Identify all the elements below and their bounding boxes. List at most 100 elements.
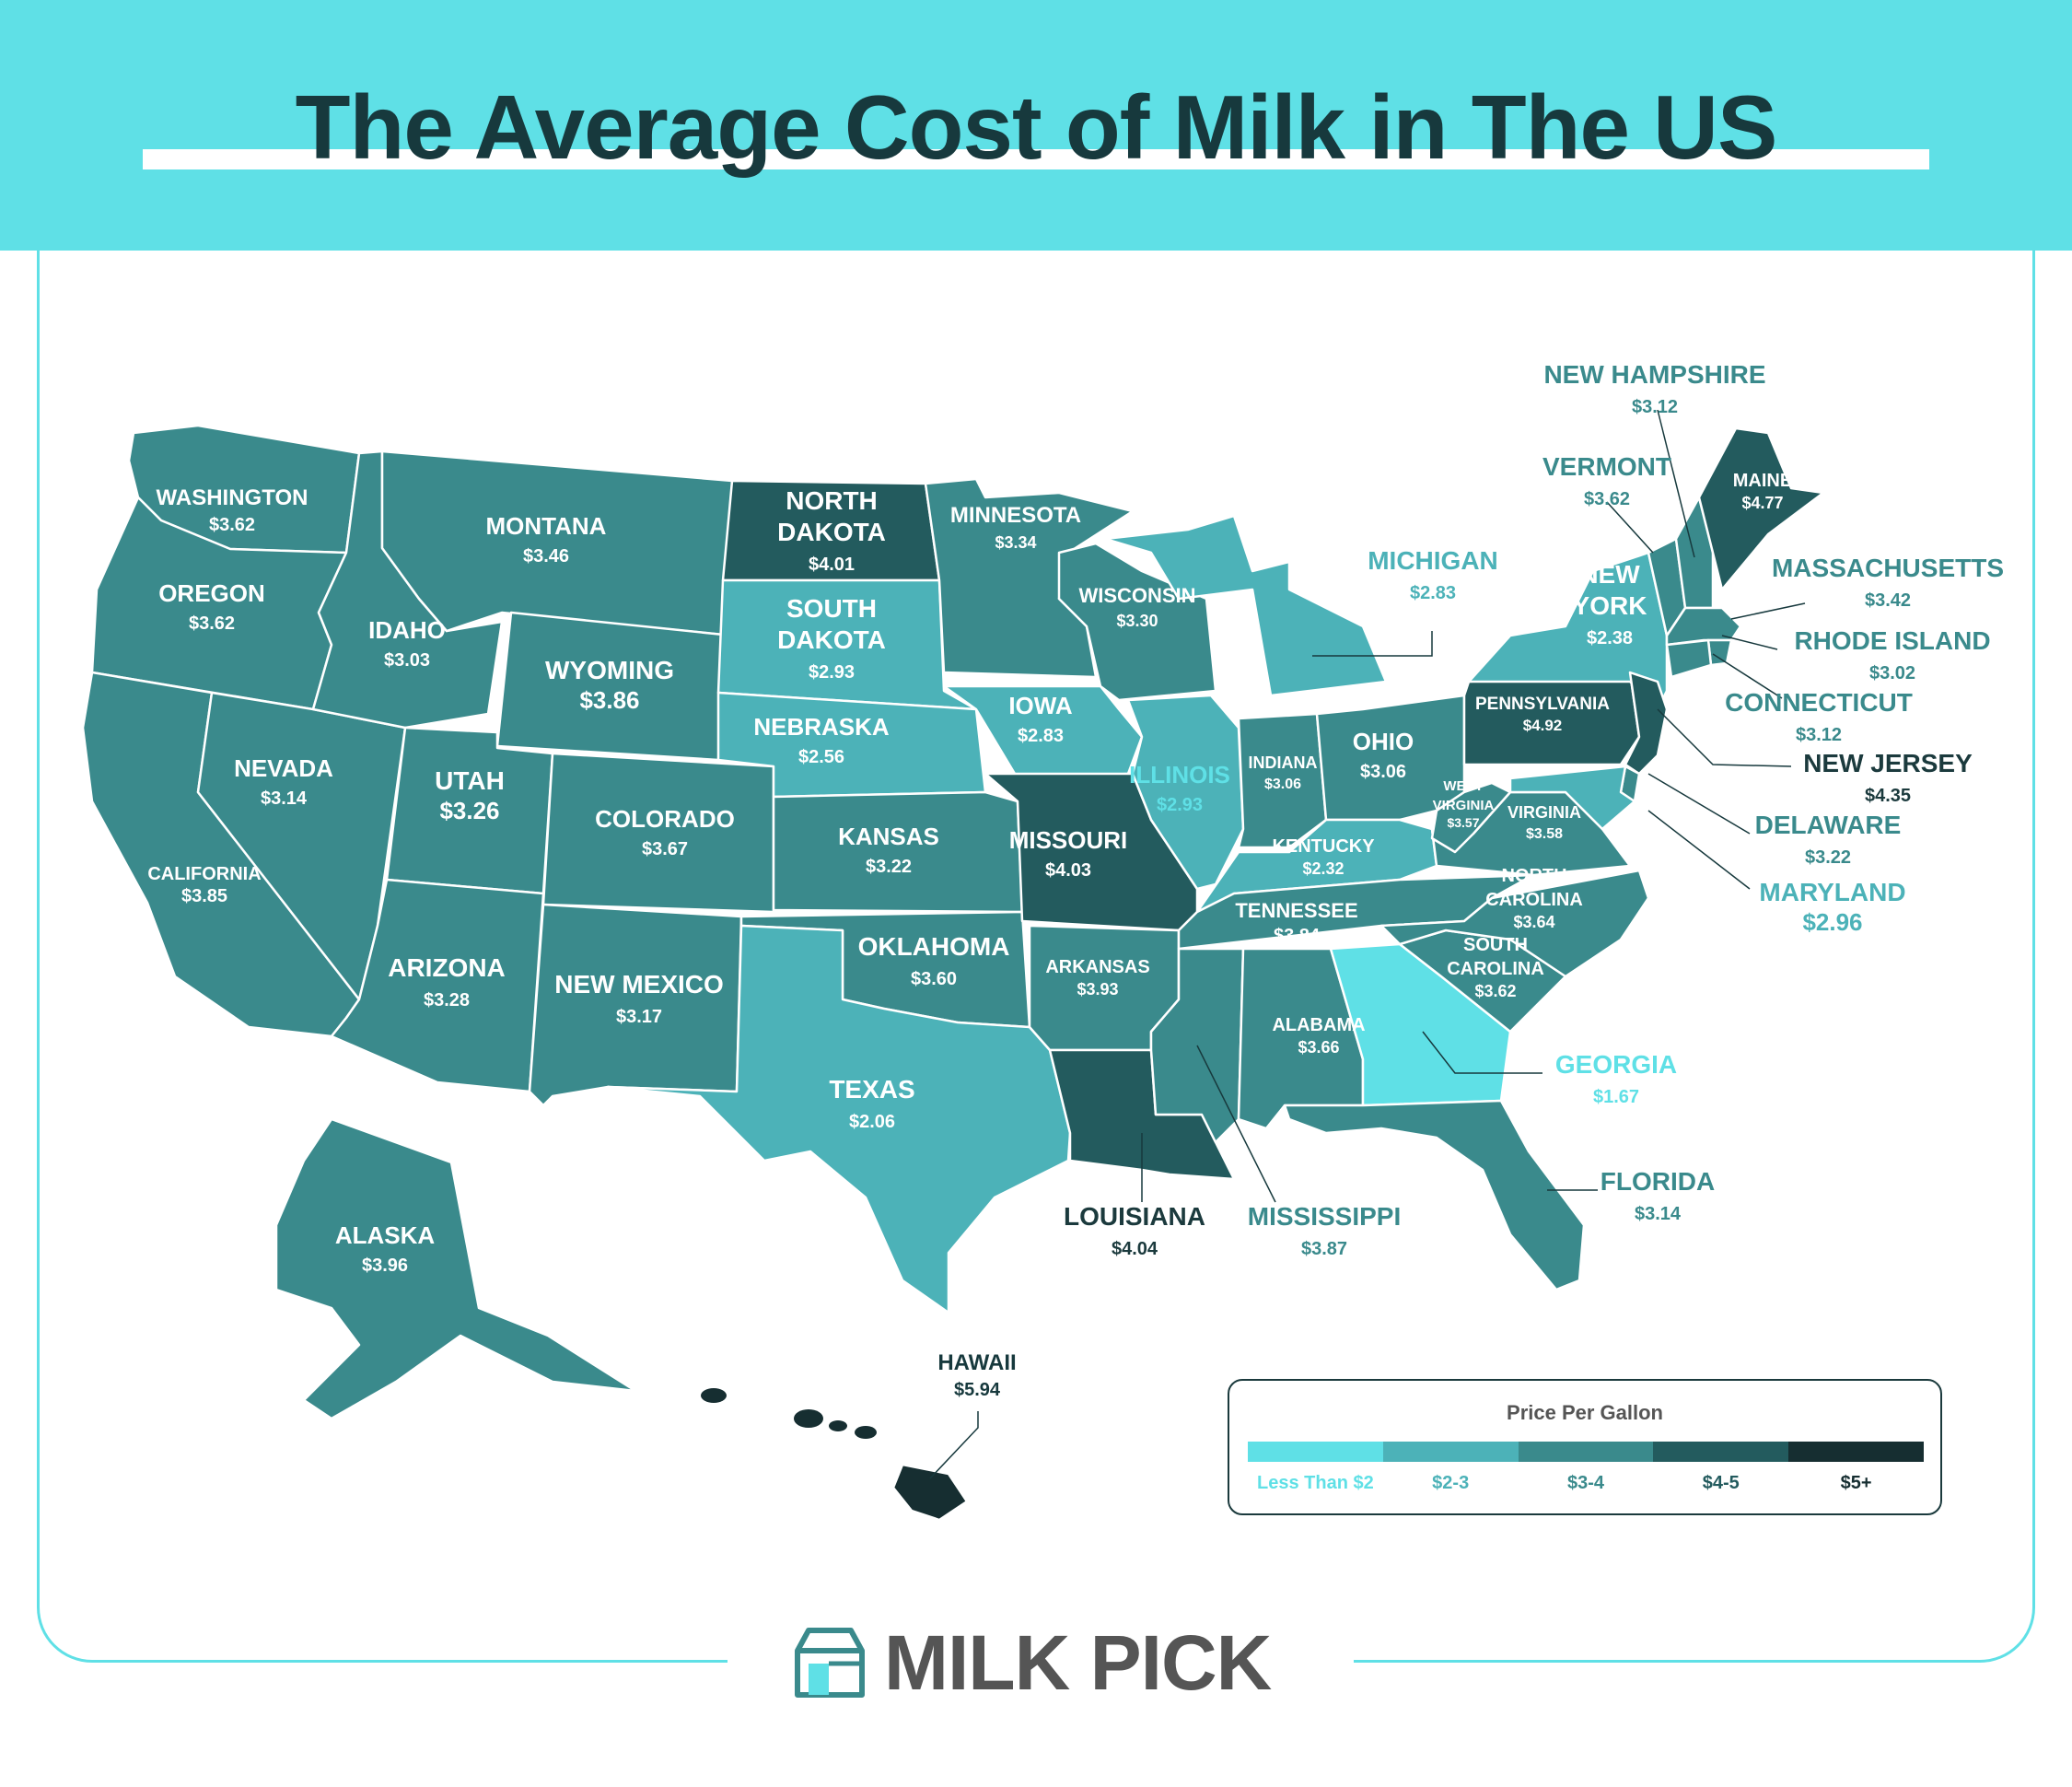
leader-line	[1721, 635, 1778, 650]
legend-label: $5+	[1840, 1473, 1872, 1493]
brand-logo: MILK PICK	[792, 1619, 1272, 1706]
state-name-label: CALIFORNIA	[147, 864, 261, 884]
state-new-mexico	[528, 903, 743, 1107]
leader-line	[1312, 631, 1433, 657]
state-price-label: $2.06	[849, 1112, 895, 1132]
state-name-label: MISSISSIPPI	[1248, 1202, 1402, 1231]
state-name-label: NEBRASKA	[753, 713, 890, 741]
state-name-label: HAWAII	[937, 1350, 1016, 1375]
state-name-label: UTAH	[435, 766, 505, 795]
state-price-label: $3.64	[1513, 913, 1554, 931]
state-connecticut	[1665, 638, 1713, 679]
state-price-label: $3.22	[1805, 847, 1851, 868]
state-maine	[1697, 426, 1825, 591]
state-north-carolina	[1379, 869, 1650, 978]
state-name-label: NEVADA	[234, 754, 333, 782]
state-name-label: DAKOTA	[777, 625, 886, 654]
leader-line	[1657, 409, 1695, 558]
state-texas	[606, 924, 1072, 1314]
state-name-label: WYOMING	[545, 656, 674, 684]
state-name-label: YORK	[1573, 591, 1647, 620]
leader-line	[1647, 773, 1751, 835]
hawaii-island	[829, 1420, 847, 1431]
state-price-label: $4.01	[809, 555, 855, 575]
legend-title: Price Per Gallon	[1507, 1401, 1663, 1424]
leader-line	[1196, 1045, 1276, 1203]
legend-swatch	[1518, 1442, 1654, 1462]
state-florida	[1283, 1099, 1586, 1291]
state-price-label: $3.26	[439, 797, 499, 824]
state-price-label: $3.14	[261, 788, 308, 809]
state-price-label: $3.62	[209, 515, 255, 535]
state-price-label: $2.38	[1587, 628, 1633, 648]
state-name-label: NEW JERSEY	[1803, 749, 1973, 777]
state-price-label: $3.87	[1301, 1239, 1347, 1259]
state-new-jersey	[1624, 671, 1669, 776]
state-name-label: MAINE	[1733, 471, 1792, 491]
state-price-label: $3.30	[1116, 612, 1158, 630]
state-name-label: DAKOTA	[777, 518, 886, 546]
state-name-label: LOUISIANA	[1064, 1202, 1205, 1231]
state-tennessee	[1177, 873, 1535, 951]
state-price-label: $3.62	[189, 613, 235, 634]
state-name-label: VIRGINIA	[1507, 803, 1581, 822]
state-price-label: $3.85	[181, 886, 227, 906]
state-name-label: ALABAMA	[1272, 1015, 1365, 1035]
state-name-label: GEORGIA	[1555, 1050, 1677, 1079]
leader-line	[1730, 602, 1806, 620]
state-name-label: PENNSYLVANIA	[1475, 695, 1610, 714]
state-price-label: $2.32	[1302, 859, 1344, 878]
state-south-dakota	[716, 578, 978, 711]
state-price-label: $3.12	[1796, 725, 1842, 745]
state-name-label: OREGON	[158, 579, 265, 607]
state-name-label: NEW HAMPSHIRE	[1543, 360, 1765, 389]
state-name-label: ARIZONA	[388, 953, 506, 982]
state-price-label: $3.02	[1869, 663, 1915, 683]
state-maryland	[1508, 765, 1636, 831]
state-price-label: $2.83	[1018, 726, 1064, 746]
state-name-label: SOUTH	[786, 594, 877, 623]
state-price-label: $3.58	[1526, 826, 1563, 842]
state-name-label: WASHINGTON	[157, 485, 308, 510]
legend-labels: Less Than $2 $2-3 $3-4 $4-5 $5+	[1248, 1473, 1924, 1494]
state-name-label: NEW	[1579, 560, 1640, 589]
state-price-label: $1.67	[1593, 1087, 1639, 1107]
state-illinois	[1126, 694, 1245, 891]
leader-line	[1712, 653, 1783, 699]
state-wisconsin	[1057, 542, 1217, 702]
header-banner: The Average Cost of Milk in The US	[0, 0, 2072, 251]
state-name-label: VERMONT	[1542, 452, 1671, 481]
state-price-label: $3.34	[995, 533, 1036, 552]
state-price-label: $3.06	[1264, 777, 1301, 792]
state-name-label: TEXAS	[829, 1075, 914, 1104]
state-name-label: KENTUCKY	[1272, 836, 1375, 857]
state-name-label: MINNESOTA	[950, 503, 1081, 528]
state-iowa	[942, 684, 1144, 780]
state-price-label: $2.83	[1410, 583, 1456, 603]
legend-swatch	[1653, 1442, 1789, 1462]
state-price-label: $4.03	[1045, 860, 1091, 881]
legend-swatch	[1248, 1442, 1383, 1462]
state-name-label: RHODE ISLAND	[1794, 626, 1990, 655]
state-name-label: KANSAS	[838, 823, 939, 850]
state-name-label: NORTH	[1501, 866, 1566, 886]
state-price-label: $3.66	[1298, 1038, 1339, 1057]
state-name-label: TENNESSEE	[1235, 899, 1357, 922]
state-kansas	[772, 790, 1024, 914]
state-name-label: IOWA	[1008, 692, 1073, 719]
state-price-label: $3.46	[523, 546, 569, 566]
state-price-label: $3.62	[1584, 489, 1630, 509]
state-price-label: $3.86	[579, 686, 639, 714]
state-price-label: $3.03	[384, 650, 430, 671]
title-wrap: The Average Cost of Milk in The US	[143, 81, 1929, 173]
leader-line	[1657, 708, 1792, 767]
state-price-label: $2.93	[809, 662, 855, 683]
title-underline	[143, 149, 1929, 169]
state-montana	[380, 450, 734, 637]
hawaii-island	[794, 1409, 823, 1428]
state-price-label: $2.93	[1157, 795, 1203, 815]
state-hawaii	[891, 1463, 969, 1522]
state-price-label: $4.77	[1741, 494, 1783, 512]
state-name-label: OHIO	[1353, 728, 1414, 755]
us-map: WASHINGTON$3.62OREGON$3.62CALIFORNIA$3.8…	[81, 360, 2004, 1522]
